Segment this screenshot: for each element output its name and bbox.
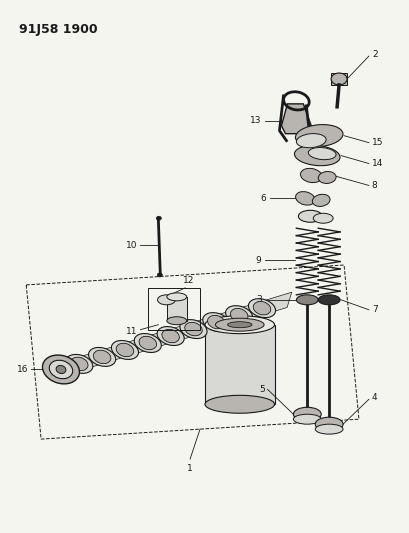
- Text: 9: 9: [255, 255, 261, 264]
- Ellipse shape: [312, 213, 333, 223]
- Ellipse shape: [166, 317, 186, 325]
- Ellipse shape: [111, 341, 138, 359]
- Text: 2: 2: [371, 50, 377, 59]
- Text: 16: 16: [17, 365, 28, 374]
- Ellipse shape: [296, 134, 325, 148]
- Ellipse shape: [134, 334, 161, 352]
- Text: 3: 3: [255, 295, 261, 304]
- Ellipse shape: [184, 322, 202, 336]
- Ellipse shape: [156, 216, 161, 220]
- Polygon shape: [58, 292, 291, 377]
- Ellipse shape: [162, 329, 179, 343]
- Ellipse shape: [253, 302, 270, 315]
- Ellipse shape: [65, 354, 92, 373]
- Ellipse shape: [317, 172, 335, 183]
- Ellipse shape: [295, 125, 342, 147]
- Ellipse shape: [330, 73, 346, 85]
- Text: 14: 14: [371, 159, 382, 168]
- Ellipse shape: [43, 355, 79, 384]
- Ellipse shape: [293, 407, 320, 421]
- Ellipse shape: [296, 295, 317, 305]
- Ellipse shape: [166, 293, 186, 301]
- Polygon shape: [281, 104, 310, 134]
- Ellipse shape: [139, 336, 156, 350]
- Ellipse shape: [202, 313, 229, 332]
- Ellipse shape: [93, 350, 110, 364]
- Ellipse shape: [207, 316, 225, 329]
- Ellipse shape: [227, 322, 251, 328]
- Bar: [148, 288, 200, 330]
- Ellipse shape: [157, 327, 184, 345]
- Text: 5: 5: [258, 385, 264, 394]
- Bar: [330, 73, 346, 85]
- Ellipse shape: [295, 191, 314, 205]
- Ellipse shape: [312, 194, 329, 206]
- Text: 15: 15: [371, 138, 382, 147]
- Ellipse shape: [157, 273, 162, 277]
- Text: 7: 7: [371, 305, 377, 314]
- Ellipse shape: [49, 360, 72, 379]
- Text: 13: 13: [249, 116, 261, 125]
- Ellipse shape: [300, 168, 321, 183]
- Text: 11: 11: [126, 327, 137, 336]
- Text: 6: 6: [260, 194, 266, 203]
- Ellipse shape: [317, 295, 339, 305]
- Text: 12: 12: [183, 276, 194, 285]
- Ellipse shape: [248, 298, 275, 318]
- Bar: [204, 325, 274, 404]
- Ellipse shape: [230, 309, 247, 322]
- Ellipse shape: [204, 395, 274, 413]
- Ellipse shape: [315, 417, 342, 431]
- Ellipse shape: [315, 424, 342, 434]
- Text: 8: 8: [371, 181, 377, 190]
- Ellipse shape: [204, 316, 274, 334]
- Text: 91J58 1900: 91J58 1900: [19, 23, 98, 36]
- Ellipse shape: [70, 357, 88, 370]
- Ellipse shape: [116, 343, 133, 357]
- Ellipse shape: [56, 366, 66, 374]
- Text: 10: 10: [126, 240, 137, 249]
- Ellipse shape: [308, 148, 335, 160]
- Bar: [166, 297, 186, 321]
- Ellipse shape: [298, 211, 321, 222]
- Text: 4: 4: [371, 393, 377, 402]
- Text: 1: 1: [187, 464, 193, 473]
- Ellipse shape: [215, 318, 263, 331]
- Ellipse shape: [157, 295, 175, 305]
- Ellipse shape: [294, 146, 339, 166]
- Ellipse shape: [293, 414, 320, 424]
- Ellipse shape: [225, 305, 252, 325]
- Ellipse shape: [88, 348, 115, 366]
- Ellipse shape: [180, 320, 207, 338]
